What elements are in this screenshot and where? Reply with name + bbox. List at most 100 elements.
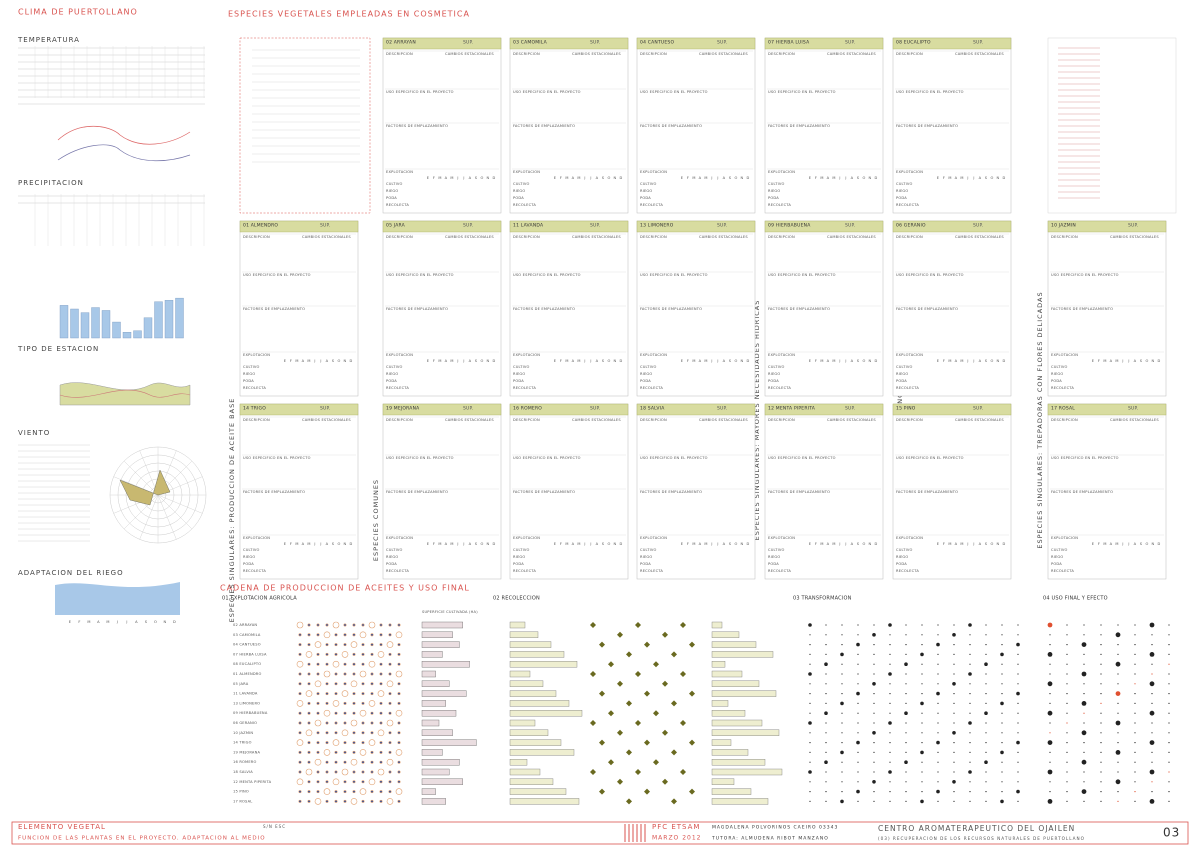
calendar-dot xyxy=(395,670,403,678)
harvest-bar xyxy=(509,798,580,805)
process-dot xyxy=(873,712,875,714)
leaf xyxy=(635,720,641,726)
use-dot xyxy=(1083,683,1085,685)
row-label: PODA xyxy=(386,562,397,566)
row-label: PODA xyxy=(513,379,524,383)
month-label: J xyxy=(710,176,712,180)
row-label: PODA xyxy=(513,196,524,200)
row-label: CULTIVO xyxy=(243,548,260,552)
calendar-dot xyxy=(325,741,329,745)
use-dot xyxy=(1049,673,1051,675)
card-section: CAMBIOS ESTACIONALES xyxy=(572,418,621,422)
process-dot xyxy=(921,742,923,744)
month-label: F xyxy=(433,359,435,363)
calendar-dot xyxy=(395,631,403,639)
process-dot xyxy=(904,760,908,764)
process-dot xyxy=(809,791,811,793)
row-label: RIEGO xyxy=(243,555,255,559)
month-label: J xyxy=(966,542,968,546)
plant-card xyxy=(382,220,502,397)
process-dot xyxy=(952,780,956,784)
use-dot xyxy=(1168,693,1170,695)
card-section: DESCRIPCION xyxy=(768,418,795,422)
calendar-dot xyxy=(352,741,356,745)
calendar-dot xyxy=(388,652,392,656)
plant-card xyxy=(764,37,884,214)
process-dot xyxy=(1001,761,1003,763)
month-label: E xyxy=(554,542,557,546)
card-section: EXPLOTACION xyxy=(640,353,667,357)
row-label: RECOLECTA xyxy=(513,386,536,390)
process-dot xyxy=(953,624,955,626)
calendar-dot xyxy=(379,672,383,676)
calendar-dot xyxy=(332,621,340,629)
calendar-dot xyxy=(388,623,392,627)
process-dot xyxy=(921,683,923,685)
calendar-dot xyxy=(379,721,383,725)
month-label: A xyxy=(97,620,100,624)
month-label: N xyxy=(1152,359,1155,363)
process-dot xyxy=(921,634,923,636)
process-dot xyxy=(873,644,875,646)
row-label: PODA xyxy=(243,379,254,383)
leaf xyxy=(590,720,596,726)
row-label: RIEGO xyxy=(896,372,908,376)
calendar-dot xyxy=(298,799,302,803)
process-dot xyxy=(921,771,923,773)
process-dot xyxy=(889,742,891,744)
harvest-bar xyxy=(509,719,536,727)
month-label: S xyxy=(857,359,860,363)
use-dot xyxy=(1117,712,1119,714)
footer-project: CENTRO AROMATERAPEUTICO DEL OJAILEN xyxy=(878,824,1075,833)
process-dot xyxy=(825,742,827,744)
process-dot xyxy=(873,624,875,626)
precip-bar xyxy=(133,330,142,339)
calendar-dot xyxy=(352,750,356,754)
use-dot xyxy=(1168,624,1170,626)
month-label: F xyxy=(78,620,80,624)
card-section: USO ESPECIFICO EN EL PROYECTO xyxy=(386,273,454,277)
process-dot xyxy=(809,644,811,646)
process-dot xyxy=(953,771,955,773)
sup-label: SUP. xyxy=(463,223,473,229)
harvest-bar xyxy=(509,641,552,648)
month-label: D xyxy=(620,359,623,363)
calendar-dot xyxy=(361,760,365,764)
process-dot xyxy=(953,751,955,754)
card-section: DESCRIPCION xyxy=(768,52,795,56)
card-section: DESCRIPCION xyxy=(243,235,270,239)
process-dot xyxy=(969,683,971,685)
process-dot xyxy=(1017,673,1019,675)
card-section: CAMBIOS ESTACIONALES xyxy=(955,418,1004,422)
process-dot xyxy=(905,653,907,656)
calendar-dot xyxy=(388,701,392,705)
footer-title: ELEMENTO VEGETAL xyxy=(18,823,106,831)
use-dot xyxy=(1066,791,1068,793)
use-dot xyxy=(1049,761,1051,763)
use-dot xyxy=(1100,624,1102,626)
calendar-dot xyxy=(379,682,383,686)
use-dot xyxy=(1168,722,1170,724)
card-section: FACTORES DE EMPLAZAMIENTO xyxy=(513,490,575,494)
row-label: PODA xyxy=(768,196,779,200)
process-bar xyxy=(711,749,749,756)
calendar-dot xyxy=(307,721,311,725)
process-dot xyxy=(1000,750,1004,755)
month-label: J xyxy=(716,359,718,363)
process-dot xyxy=(873,673,875,675)
card-section: FACTORES DE EMPLAZAMIENTO xyxy=(768,124,830,128)
use-dot xyxy=(1134,644,1136,646)
calendar-dot xyxy=(343,682,347,686)
process-dot xyxy=(809,663,811,665)
card-section: EXPLOTACION xyxy=(243,536,270,540)
row-label: RIEGO xyxy=(513,555,525,559)
calendar-dot xyxy=(316,711,320,715)
card-section: FACTORES DE EMPLAZAMIENTO xyxy=(243,490,305,494)
use-dot xyxy=(1081,789,1087,794)
calendar-dot xyxy=(352,662,356,666)
card-section: FACTORES DE EMPLAZAMIENTO xyxy=(896,490,958,494)
step-label: 04 USO FINAL Y EFECTO xyxy=(1043,596,1108,602)
process-dot xyxy=(937,781,939,783)
chain-plant: 02 ARRAYAN xyxy=(233,623,257,627)
card-section: FACTORES DE EMPLAZAMIENTO xyxy=(896,124,958,128)
